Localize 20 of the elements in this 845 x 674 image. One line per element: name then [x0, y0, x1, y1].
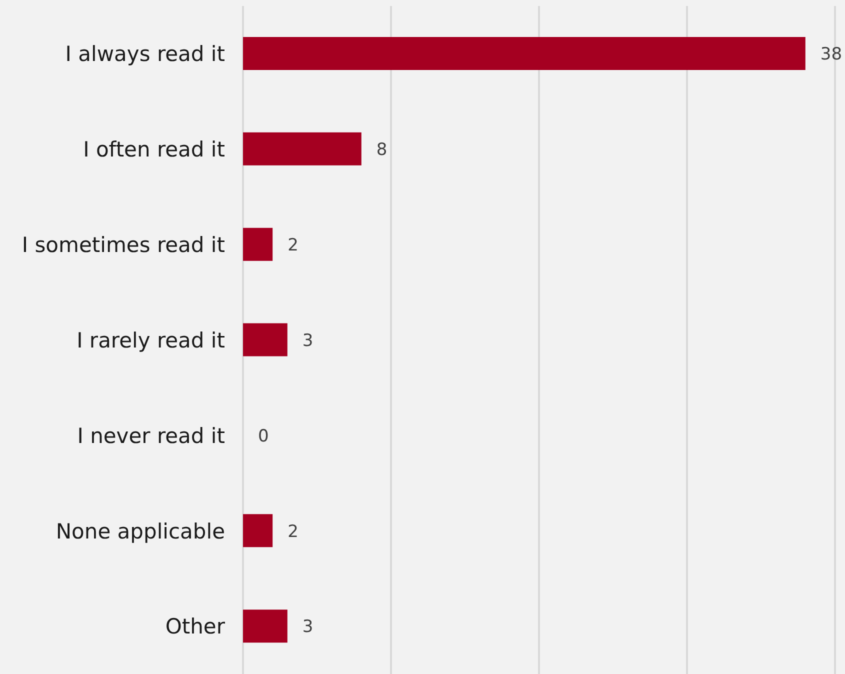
data-label: 2	[288, 522, 298, 542]
bar	[243, 323, 288, 356]
y-tick-label: I sometimes read it	[22, 233, 225, 258]
data-label: 3	[302, 330, 314, 351]
data-label: 3	[302, 617, 314, 638]
data-label: 2	[288, 236, 298, 256]
bar	[243, 610, 288, 643]
y-tick-label: I never read it	[77, 424, 225, 448]
data-label: 38	[820, 44, 842, 65]
data-label: 0	[258, 426, 269, 446]
bar	[243, 228, 273, 261]
y-tick-label: Other	[165, 614, 226, 639]
y-tick-label: None applicable	[56, 519, 225, 544]
y-tick-label: I always read it	[65, 42, 225, 66]
bar	[243, 132, 362, 166]
data-label: 8	[376, 140, 388, 160]
y-tick-label: I often read it	[83, 138, 225, 162]
bar	[243, 514, 273, 548]
y-tick-label: I rarely read it	[76, 328, 225, 352]
bar	[243, 37, 806, 70]
